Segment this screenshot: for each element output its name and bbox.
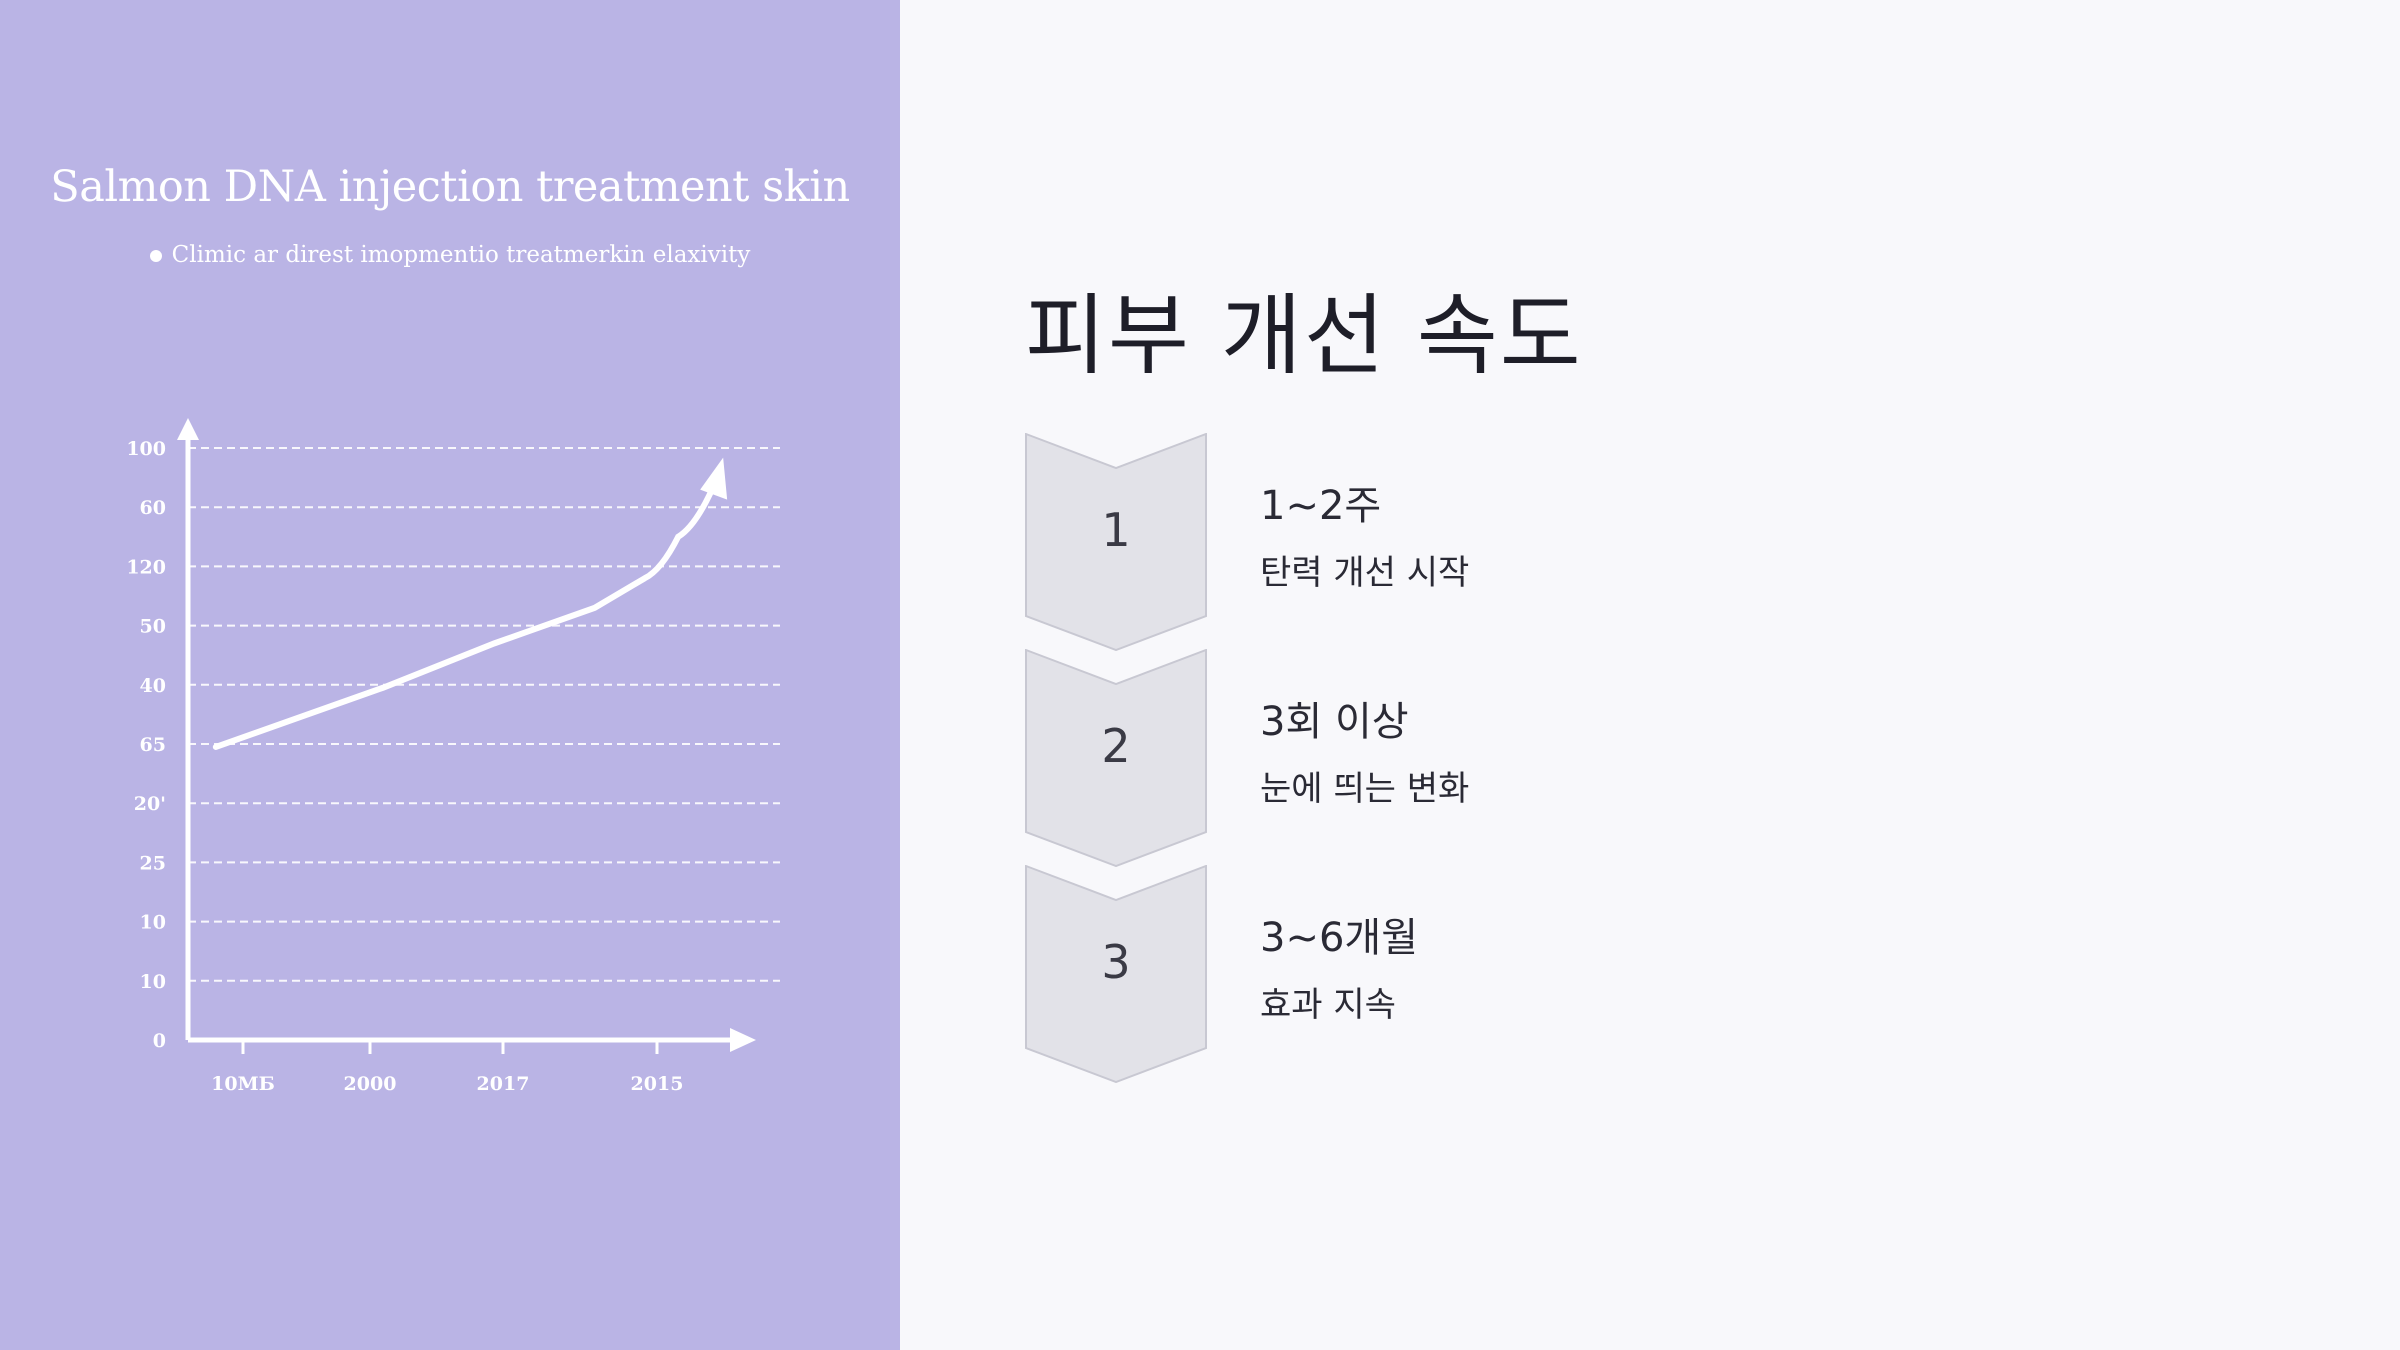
y-tick-label: 100 [126,438,166,460]
y-tick-label: 10 [140,912,166,934]
step-description: 탄력 개선 시작 [1260,553,1470,593]
page-title: 피부 개선 속도 [1025,284,1583,387]
y-tick-label: 20' [134,793,166,815]
y-tick-label: 40 [140,675,166,697]
chart-panel: Salmon DNA injection treatment skin Clim… [0,0,900,1350]
y-tick-label: 50 [140,616,166,638]
x-tick-label: 2017 [477,1073,530,1095]
x-tick-label: 2015 [631,1073,684,1095]
step-number: 1 [1101,503,1131,557]
chevron-icon [1025,865,1207,1083]
step-1: 1 1~2주 탄력 개선 시작 [1025,433,2225,653]
y-tick-label: 65 [140,734,166,756]
chevron-icon [1025,433,1207,651]
y-tick-label: 10 [140,971,166,993]
y-tick-label: 120 [126,556,166,578]
x-axis-arrow-icon [730,1028,756,1052]
y-tick-label: 0 [153,1030,166,1052]
chevron-icon [1025,649,1207,867]
bullet-icon [149,250,162,262]
chart-title: Salmon DNA injection treatment skin [50,162,850,212]
chart-subtitle: Climic ar direst imopmentio treatmerkin … [0,242,900,268]
step-title: 1~2주 [1260,483,1382,529]
x-tick-label: 2000 [344,1073,397,1095]
step-title: 3~6개월 [1260,915,1419,961]
step-description: 효과 지속 [1260,985,1396,1025]
y-tick-label: 60 [140,497,166,519]
step-number: 2 [1101,719,1131,773]
series-line [212,474,721,750]
y-axis-arrow-icon [177,418,199,440]
step-2: 2 3회 이상 눈에 띄는 변화 [1025,649,2225,869]
step-title: 3회 이상 [1260,699,1409,745]
step-number: 3 [1101,935,1131,989]
series-arrow-icon [700,457,728,500]
x-tick-label: 10MБ [211,1073,275,1095]
step-3: 3 3~6개월 효과 지속 [1025,865,2225,1085]
step-description: 눈에 띄는 변화 [1260,769,1470,809]
y-tick-label: 25 [140,852,166,874]
chart-subtitle-text: Climic ar direst imopmentio treatmerkin … [171,242,751,268]
